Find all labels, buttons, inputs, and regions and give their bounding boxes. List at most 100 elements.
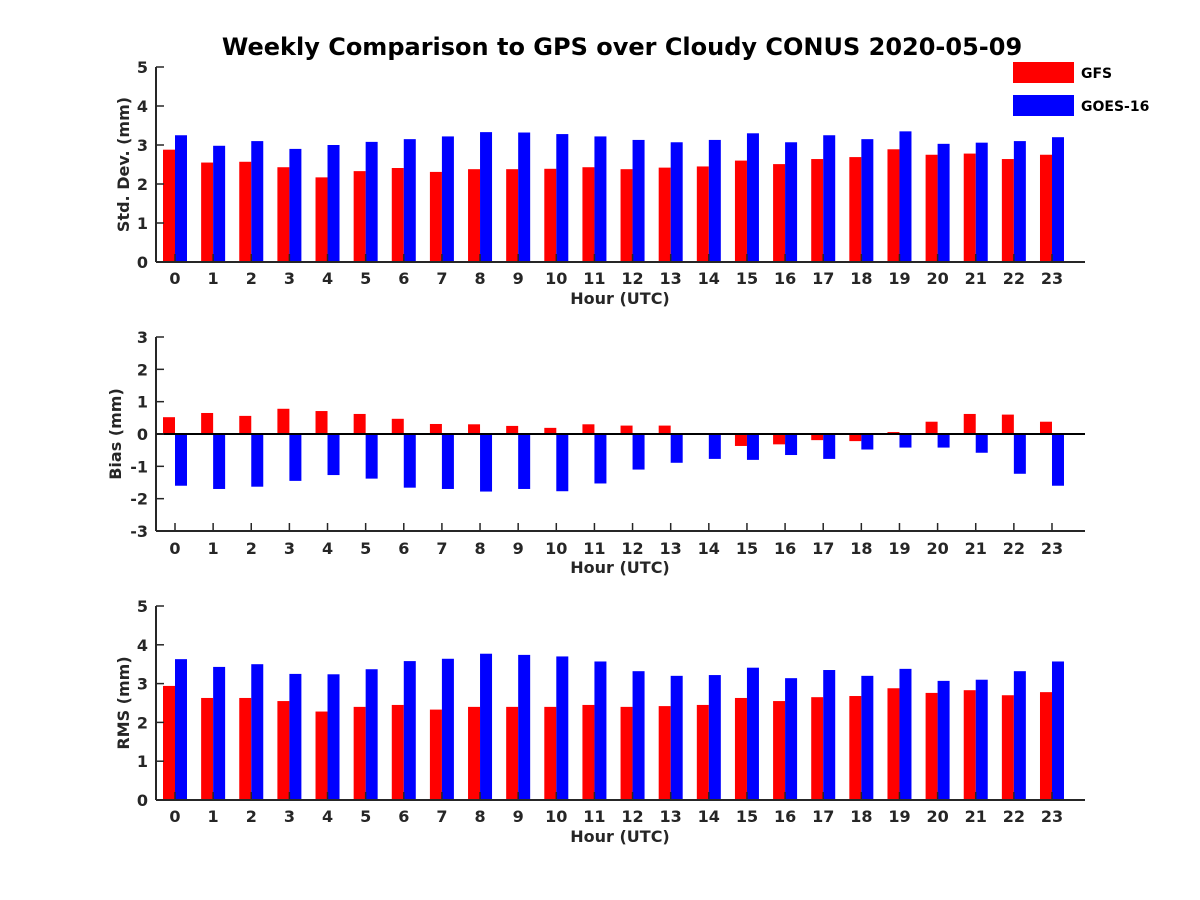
- x-tick-label-bias: 7: [436, 539, 447, 558]
- x-tick-label-std: 12: [621, 269, 643, 288]
- bar-std-gfs-23: [1039, 154, 1052, 262]
- x-tick-label-rms: 7: [436, 807, 447, 826]
- bar-std-goes-16-9: [518, 132, 531, 262]
- bar-std-gfs-7: [429, 171, 442, 262]
- x-tick-label-bias: 1: [208, 539, 219, 558]
- bar-rms-goes-16-9: [518, 654, 531, 800]
- bar-std-goes-16-18: [861, 139, 874, 262]
- bar-std-gfs-6: [391, 168, 404, 262]
- x-tick-label-rms: 0: [169, 807, 180, 826]
- x-tick-label-bias: 0: [169, 539, 180, 558]
- bar-rms-goes-16-5: [365, 669, 378, 800]
- y-tick-label-std: 3: [137, 136, 148, 155]
- x-tick-label-bias: 17: [812, 539, 834, 558]
- bar-rms-gfs-13: [658, 706, 671, 800]
- bar-bias-gfs-22: [1001, 414, 1014, 434]
- bar-std-goes-16-20: [937, 143, 950, 262]
- bar-bias-gfs-11: [582, 424, 595, 434]
- x-tick-label-bias: 8: [474, 539, 485, 558]
- bar-bias-gfs-20: [925, 421, 938, 434]
- x-tick-label-std: 18: [850, 269, 872, 288]
- x-tick-label-std: 1: [208, 269, 219, 288]
- bar-rms-gfs-20: [925, 692, 938, 800]
- bar-rms-gfs-5: [353, 706, 366, 800]
- y-tick-label-rms: 3: [137, 675, 148, 694]
- bar-rms-gfs-2: [239, 697, 252, 800]
- x-tick-label-rms: 10: [545, 807, 567, 826]
- x-tick-label-bias: 12: [621, 539, 643, 558]
- x-tick-label-std: 9: [513, 269, 524, 288]
- bar-rms-goes-16-18: [861, 675, 874, 800]
- bar-bias-gfs-2: [239, 415, 252, 434]
- x-tick-label-bias: 19: [888, 539, 910, 558]
- bar-rms-goes-16-11: [594, 661, 607, 800]
- bar-rms-gfs-11: [582, 704, 595, 800]
- y-tick-label-bias: 3: [137, 328, 148, 347]
- x-tick-label-rms: 6: [398, 807, 409, 826]
- bar-bias-goes-16-16: [785, 434, 798, 456]
- x-tick-label-std: 8: [474, 269, 485, 288]
- bar-rms-goes-16-12: [632, 671, 645, 800]
- bar-std-gfs-13: [658, 167, 671, 262]
- bar-std-goes-16-16: [785, 142, 798, 262]
- bar-rms-gfs-0: [163, 685, 175, 800]
- bar-bias-goes-16-22: [1013, 434, 1026, 474]
- bar-rms-gfs-17: [811, 697, 824, 800]
- bar-std-goes-16-3: [289, 148, 302, 262]
- x-tick-label-std: 7: [436, 269, 447, 288]
- bar-std-goes-16-13: [670, 142, 683, 262]
- x-tick-label-std: 2: [246, 269, 257, 288]
- bar-bias-gfs-4: [315, 411, 328, 434]
- bar-rms-goes-16-8: [480, 653, 493, 800]
- bar-std-gfs-21: [963, 153, 976, 262]
- bar-rms-goes-16-17: [823, 670, 836, 800]
- y-tick-label-bias: 0: [137, 425, 148, 444]
- x-tick-label-rms: 18: [850, 807, 872, 826]
- x-tick-label-bias: 2: [246, 539, 257, 558]
- x-tick-label-bias: 10: [545, 539, 567, 558]
- bar-bias-goes-16-1: [213, 434, 226, 489]
- bar-std-goes-16-5: [365, 141, 378, 262]
- x-tick-label-bias: 4: [322, 539, 333, 558]
- bar-bias-goes-16-18: [861, 434, 874, 450]
- y-tick-label-std: 4: [137, 97, 148, 116]
- x-tick-label-bias: 9: [513, 539, 524, 558]
- bar-bias-goes-16-9: [518, 434, 531, 489]
- y-tick-label-bias: 1: [137, 393, 148, 412]
- x-tick-label-std: 0: [169, 269, 180, 288]
- bar-rms-gfs-6: [391, 704, 404, 800]
- bar-std-goes-16-10: [556, 134, 569, 262]
- bar-bias-goes-16-6: [403, 434, 416, 488]
- bar-bias-goes-16-17: [823, 434, 836, 459]
- bar-std-goes-16-6: [403, 139, 416, 262]
- bar-bias-goes-16-7: [441, 434, 454, 489]
- bar-std-goes-16-11: [594, 136, 607, 262]
- x-tick-label-rms: 8: [474, 807, 485, 826]
- bar-bias-gfs-9: [506, 425, 519, 434]
- bar-std-gfs-2: [239, 161, 252, 262]
- bar-std-gfs-12: [620, 169, 633, 262]
- bar-bias-gfs-6: [391, 418, 404, 434]
- x-tick-label-rms: 2: [246, 807, 257, 826]
- bar-std-goes-16-19: [899, 131, 912, 262]
- legend: GFS GOES-16: [1013, 62, 1149, 116]
- bar-rms-goes-16-10: [556, 656, 569, 800]
- bar-std-gfs-14: [696, 166, 709, 262]
- x-tick-label-rms: 4: [322, 807, 333, 826]
- x-axis-label-rms: Hour (UTC): [570, 827, 670, 846]
- bar-rms-gfs-14: [696, 704, 709, 800]
- bar-bias-gfs-17: [811, 434, 824, 441]
- bar-std-goes-16-8: [480, 132, 493, 262]
- bar-rms-goes-16-0: [175, 659, 187, 800]
- bar-bias-gfs-10: [544, 427, 557, 434]
- y-tick-label-bias: -2: [130, 490, 148, 509]
- bar-bias-goes-16-13: [670, 434, 683, 463]
- y-tick-label-std: 5: [137, 58, 148, 77]
- x-tick-label-bias: 20: [926, 539, 948, 558]
- y-axis-label-rms: RMS (mm): [114, 656, 133, 749]
- bar-std-gfs-9: [506, 169, 519, 262]
- bar-bias-goes-16-3: [289, 434, 302, 481]
